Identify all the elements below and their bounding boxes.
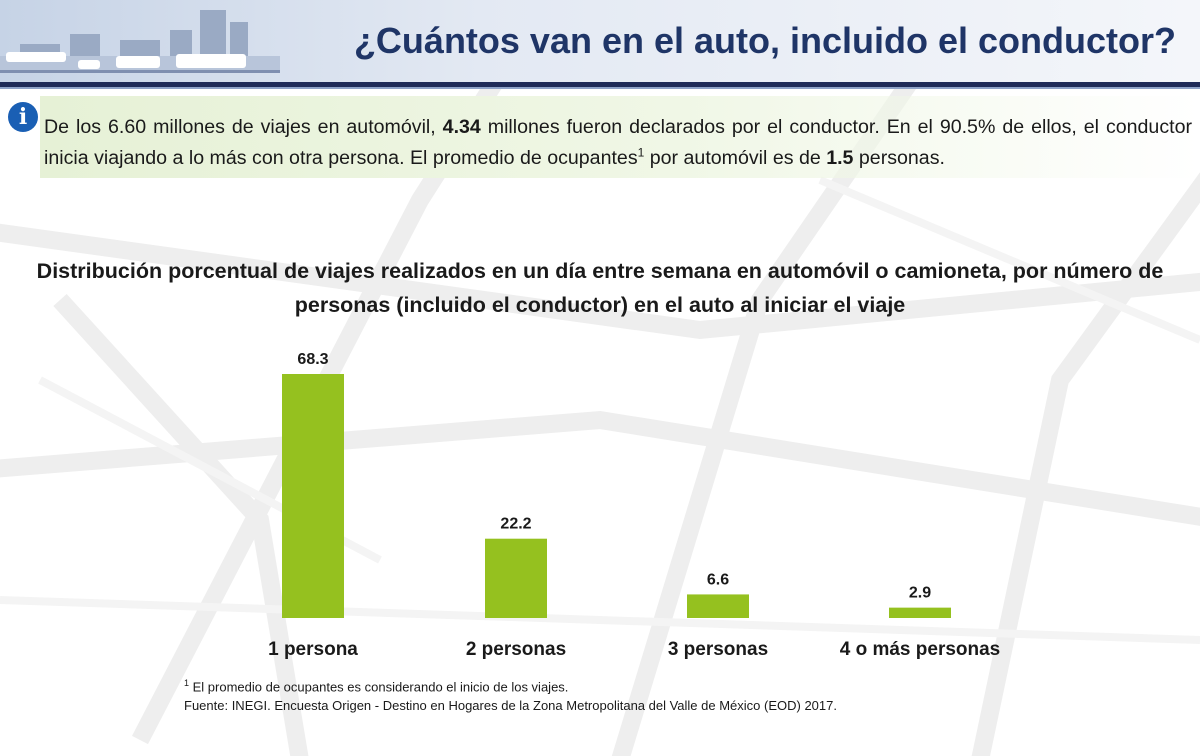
intro-bold-average: 1.5 [826,147,854,169]
intro-footnote-marker: 1 [637,145,645,160]
bar-1 [282,374,344,618]
data-label-4: 2.9 [909,585,931,602]
category-label-4: 4 o más personas [840,639,1001,660]
footnote: 1 El promedio de ocupantes es consideran… [184,678,568,694]
chart-title: Distribución porcentual de viajes realiz… [36,259,1164,317]
bar-4 [889,607,951,618]
intro-highlight-band [40,96,1200,178]
info-icon: i [8,102,38,132]
bar-2 [485,538,547,618]
category-label-1: 1 persona [268,639,358,660]
intro-paragraph: De los 6.60 millones de viajes en automó… [44,112,1192,174]
footnote-marker: 1 [184,678,190,688]
data-label-3: 6.6 [707,571,729,588]
bar-chart: 68.3 1 persona 22.2 2 personas 6.6 3 personas… [268,351,1001,660]
source-note: Fuente: INEGI. Encuesta Origen - Destino… [184,698,837,713]
intro-text-3: por automóvil es de [644,147,827,169]
intro-text-4: personas. [853,147,945,169]
intro-text-1: De los 6.60 millones de viajes en automó… [44,116,443,138]
intro-text-2: millones fueron declarados por el conduc… [44,116,1192,169]
intro-bold-trips-driver: 4.34 [442,116,481,138]
category-label-3: 3 personas [668,639,768,660]
footnote-text: El promedio de ocupantes es considerando… [189,679,569,695]
page-title: ¿Cuántos van en el auto, incluido el con… [353,20,1176,61]
category-label-2: 2 personas [466,639,566,660]
header-rule [0,82,1200,87]
bar-3 [687,594,749,618]
city-skyline-icon [0,10,280,73]
data-label-2: 22.2 [500,516,531,533]
header-sub-rule [0,87,1200,89]
data-label-1: 68.3 [297,351,328,368]
